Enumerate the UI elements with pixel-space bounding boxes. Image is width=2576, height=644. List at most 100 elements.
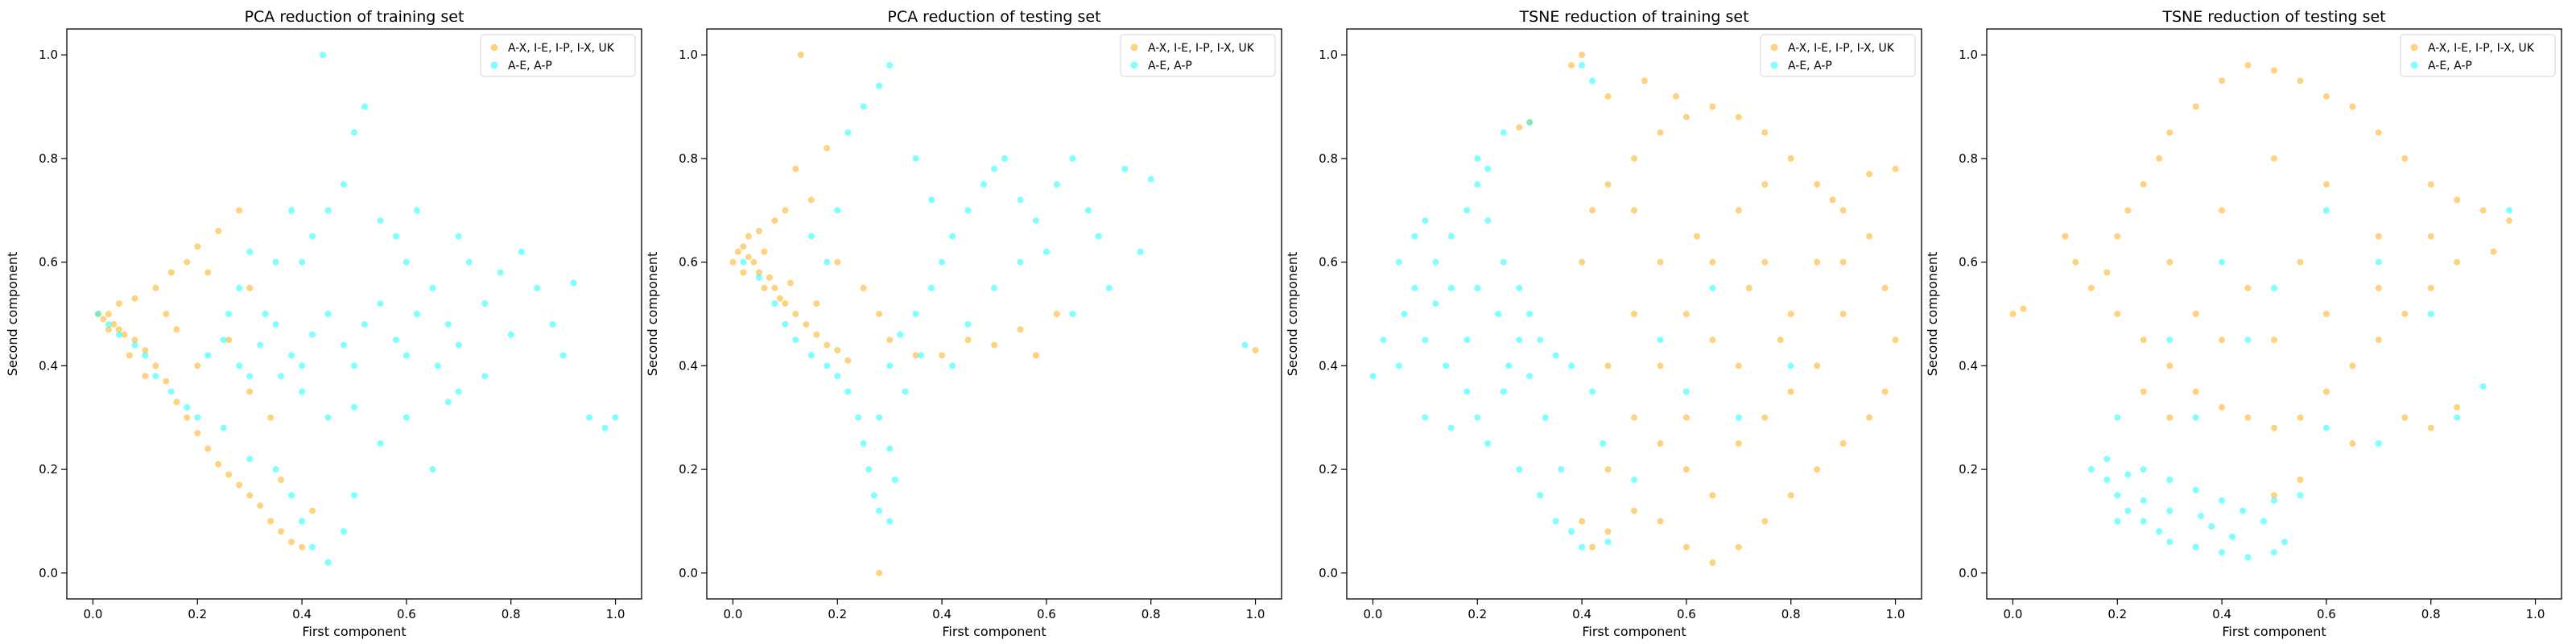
x-tick-label: 1.0 bbox=[1886, 607, 1905, 621]
y-tick-label: 0.2 bbox=[39, 462, 58, 477]
data-point bbox=[2140, 466, 2147, 473]
data-point bbox=[110, 320, 118, 328]
data-point bbox=[782, 207, 789, 214]
data-point bbox=[272, 258, 279, 266]
data-point bbox=[2297, 492, 2304, 499]
data-point bbox=[2219, 77, 2226, 85]
data-point bbox=[2009, 311, 2017, 317]
data-point bbox=[402, 352, 410, 359]
data-point bbox=[2244, 284, 2252, 291]
data-point bbox=[2479, 383, 2487, 390]
data-point bbox=[142, 373, 149, 380]
chart-panel-1: PCA reduction of training set 0.0 0.2 0.4 0.… bbox=[5, 8, 642, 639]
data-point bbox=[2124, 471, 2132, 478]
x-axis-label: First component bbox=[942, 624, 1046, 639]
data-point bbox=[1432, 258, 1439, 266]
data-point bbox=[288, 539, 295, 546]
data-point bbox=[1069, 311, 1076, 317]
data-point bbox=[1604, 528, 1612, 535]
legend-label: A-E, A-P bbox=[1788, 60, 1832, 72]
data-point bbox=[1579, 518, 1586, 525]
x-tick-label: 0.4 bbox=[932, 607, 952, 621]
data-point bbox=[402, 258, 410, 266]
data-point bbox=[813, 331, 820, 338]
x-tick-label: 1.0 bbox=[1246, 607, 1265, 621]
data-point bbox=[2375, 336, 2382, 344]
data-point bbox=[559, 352, 567, 359]
y-tick-label: 0.4 bbox=[1959, 358, 1978, 373]
data-point bbox=[1447, 284, 1455, 291]
y-tick-label: 0.2 bbox=[679, 462, 698, 477]
data-point bbox=[1761, 518, 1769, 525]
y-tick-label: 0.0 bbox=[679, 566, 698, 580]
data-point bbox=[299, 543, 306, 551]
data-point bbox=[299, 388, 306, 395]
data-point bbox=[309, 543, 316, 551]
data-point bbox=[1735, 114, 1742, 121]
data-point bbox=[1866, 171, 1873, 178]
data-point bbox=[1881, 388, 1889, 395]
data-point bbox=[771, 217, 778, 225]
series-2 bbox=[94, 52, 619, 566]
data-point bbox=[1829, 196, 1836, 204]
data-point bbox=[761, 284, 768, 291]
data-point bbox=[465, 258, 473, 266]
data-point bbox=[834, 207, 841, 214]
data-point bbox=[886, 62, 894, 69]
data-point bbox=[807, 352, 815, 359]
data-point bbox=[1787, 311, 1794, 317]
y-axis-label: Second component bbox=[1285, 252, 1300, 376]
data-point bbox=[807, 196, 815, 204]
data-point bbox=[2322, 93, 2330, 100]
data-point bbox=[1568, 62, 1575, 69]
data-point bbox=[105, 311, 112, 317]
y-tick-label: 0.8 bbox=[679, 151, 698, 166]
data-point bbox=[2427, 233, 2434, 240]
data-point bbox=[1447, 424, 1455, 431]
data-point bbox=[792, 165, 799, 172]
data-point bbox=[2271, 155, 2277, 162]
data-point bbox=[2271, 336, 2277, 344]
legend: A-X, I-E, I-P, I-X, UK A-E, A-P bbox=[480, 34, 636, 77]
data-point bbox=[1558, 466, 1565, 473]
x-tick-label: 1.0 bbox=[606, 607, 625, 621]
data-point bbox=[2166, 414, 2174, 421]
data-point bbox=[855, 414, 862, 421]
data-point bbox=[570, 279, 577, 287]
data-point bbox=[2219, 207, 2226, 214]
data-point bbox=[1447, 233, 1455, 240]
data-point bbox=[429, 466, 436, 473]
data-point bbox=[2140, 336, 2147, 344]
data-point bbox=[142, 352, 149, 359]
data-point bbox=[429, 284, 436, 291]
data-point bbox=[2192, 388, 2199, 395]
data-point bbox=[152, 373, 159, 380]
data-point bbox=[257, 341, 264, 349]
data-point bbox=[324, 559, 332, 566]
data-point bbox=[351, 129, 357, 136]
data-point bbox=[1032, 217, 1039, 225]
data-point bbox=[257, 502, 264, 510]
data-point bbox=[902, 388, 909, 395]
data-point bbox=[897, 331, 904, 338]
data-point bbox=[2322, 311, 2330, 317]
data-point bbox=[886, 336, 894, 344]
data-point bbox=[2166, 129, 2174, 136]
data-point bbox=[918, 352, 925, 359]
series-2 bbox=[740, 62, 1249, 525]
data-point bbox=[413, 207, 420, 214]
data-point bbox=[1641, 77, 1648, 85]
data-point bbox=[2103, 477, 2111, 483]
data-point bbox=[2454, 414, 2461, 421]
data-point bbox=[1069, 155, 1076, 162]
x-tick-label: 0.4 bbox=[2212, 607, 2231, 621]
data-point bbox=[1631, 507, 1637, 514]
data-point bbox=[246, 492, 254, 499]
data-point bbox=[2375, 440, 2382, 447]
data-point bbox=[126, 352, 133, 359]
data-point bbox=[324, 311, 332, 317]
data-point bbox=[194, 414, 201, 421]
data-point bbox=[1709, 336, 1716, 344]
data-point bbox=[2062, 233, 2069, 240]
data-point bbox=[309, 331, 316, 338]
